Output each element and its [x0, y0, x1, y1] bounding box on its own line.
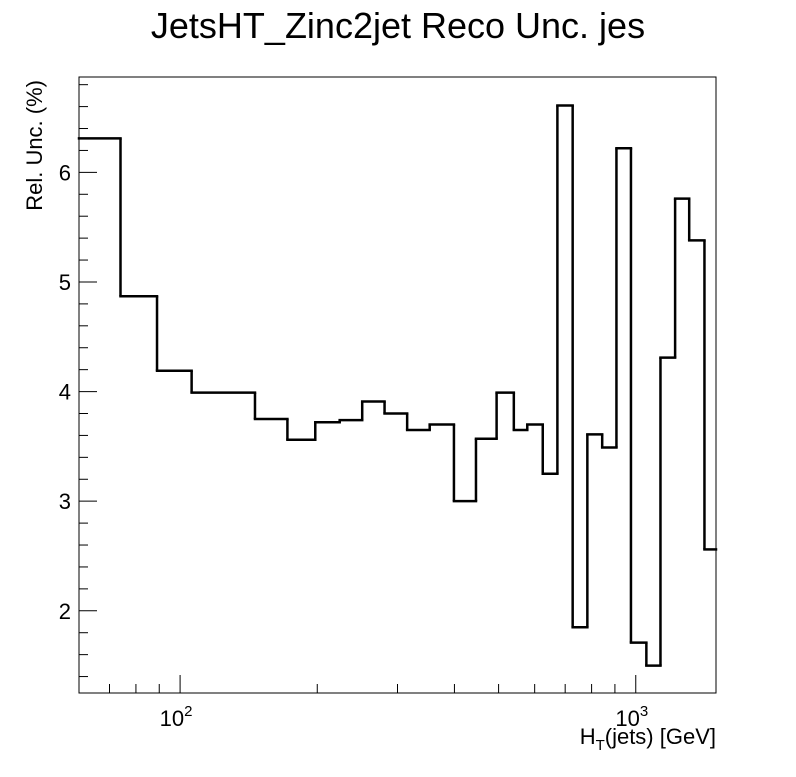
x-tick-label-exp: 3 — [640, 703, 648, 720]
x-axis-title-rest: (jets) [GeV] — [605, 724, 716, 749]
chart-title: JetsHT_Zinc2jet Reco Unc. jes — [151, 5, 645, 46]
x-axis-title-sub: T — [596, 737, 605, 754]
x-tick-label: 103 — [615, 703, 648, 731]
x-tick-label: 102 — [160, 703, 193, 731]
y-tick-label: 4 — [59, 380, 71, 405]
y-tick-label: 6 — [59, 160, 71, 185]
y-tick-label: 5 — [59, 270, 71, 295]
y-tick-label: 2 — [59, 599, 71, 624]
y-tick-label: 3 — [59, 489, 71, 514]
y-axis-title: Rel. Unc. (%) — [22, 80, 47, 211]
x-tick-label-exp: 2 — [184, 703, 192, 720]
x-tick-label-base: 10 — [615, 706, 639, 731]
x-axis-title-main: H — [580, 724, 596, 749]
plot-frame — [78, 76, 717, 694]
x-tick-label-base: 10 — [160, 706, 184, 731]
histogram-layer — [77, 104, 718, 667]
x-axis-title: HT(jets) [GeV] — [580, 724, 716, 754]
